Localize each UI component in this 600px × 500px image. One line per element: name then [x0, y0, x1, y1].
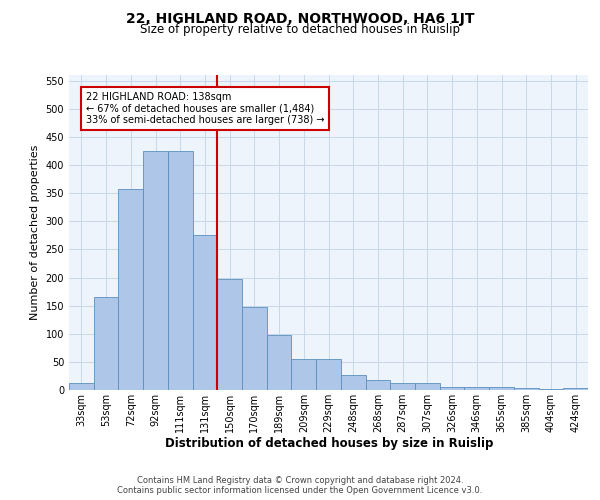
Text: Contains HM Land Registry data © Crown copyright and database right 2024.
Contai: Contains HM Land Registry data © Crown c…: [118, 476, 482, 495]
Bar: [489, 387, 514, 390]
Text: 22 HIGHLAND ROAD: 138sqm
← 67% of detached houses are smaller (1,484)
33% of sem: 22 HIGHLAND ROAD: 138sqm ← 67% of detach…: [86, 92, 325, 125]
Bar: [514, 388, 539, 390]
Bar: [168, 151, 193, 390]
Bar: [267, 336, 292, 390]
Bar: [143, 151, 168, 390]
Text: 22, HIGHLAND ROAD, NORTHWOOD, HA6 1JT: 22, HIGHLAND ROAD, NORTHWOOD, HA6 1JT: [126, 12, 474, 26]
Bar: [341, 376, 365, 390]
Bar: [390, 383, 415, 390]
Bar: [242, 306, 267, 390]
Bar: [440, 386, 464, 390]
Bar: [292, 359, 316, 390]
Text: Distribution of detached houses by size in Ruislip: Distribution of detached houses by size …: [164, 438, 493, 450]
Bar: [415, 383, 440, 390]
Y-axis label: Number of detached properties: Number of detached properties: [30, 145, 40, 320]
Bar: [94, 297, 118, 390]
Bar: [365, 380, 390, 390]
Bar: [217, 278, 242, 390]
Bar: [563, 388, 588, 390]
Bar: [464, 387, 489, 390]
Text: Size of property relative to detached houses in Ruislip: Size of property relative to detached ho…: [140, 22, 460, 36]
Bar: [316, 359, 341, 390]
Bar: [69, 383, 94, 390]
Bar: [193, 236, 217, 390]
Bar: [118, 188, 143, 390]
